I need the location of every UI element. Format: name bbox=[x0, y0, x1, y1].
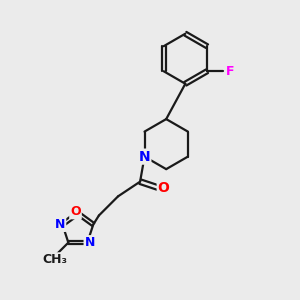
Text: F: F bbox=[225, 65, 234, 78]
Text: N: N bbox=[55, 218, 65, 231]
Text: O: O bbox=[158, 181, 170, 194]
Text: O: O bbox=[70, 205, 81, 218]
Text: N: N bbox=[85, 236, 95, 249]
Text: N: N bbox=[139, 150, 150, 164]
Text: CH₃: CH₃ bbox=[42, 253, 67, 266]
